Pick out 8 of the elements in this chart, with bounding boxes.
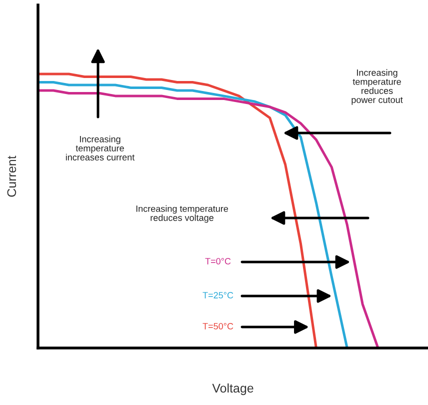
annotation: Increasing temperature increases current xyxy=(66,136,135,160)
text: T=25°C xyxy=(202,292,234,298)
text: T=50°C xyxy=(202,323,234,330)
y-axis-title: Current xyxy=(7,156,16,197)
x-axis-title: Voltage xyxy=(212,383,254,396)
text: T=0°C xyxy=(205,258,231,264)
annotation: Increasing temperature reduces power cutout xyxy=(352,69,403,105)
annotation: Increasing temperature reduces voltage xyxy=(136,205,228,223)
